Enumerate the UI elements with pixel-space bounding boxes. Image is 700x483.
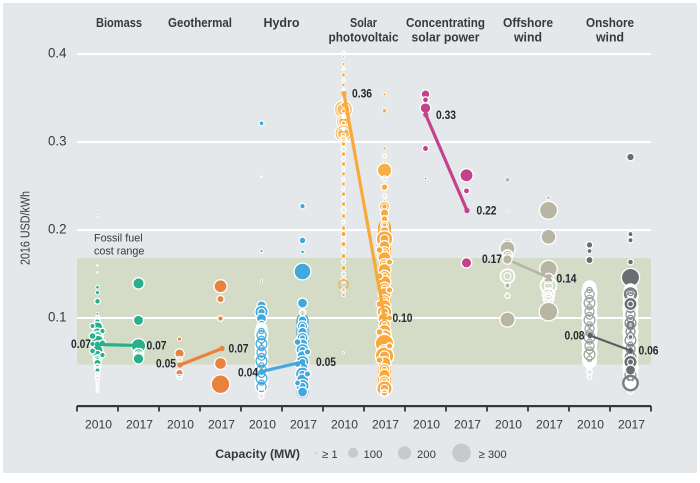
svg-text:2010: 2010 — [167, 418, 194, 432]
svg-text:0.1: 0.1 — [48, 310, 67, 325]
svg-text:0.06: 0.06 — [639, 346, 659, 358]
svg-text:2010: 2010 — [249, 418, 276, 432]
svg-text:0.3: 0.3 — [48, 134, 67, 149]
svg-text:Geothermal: Geothermal — [168, 15, 232, 30]
svg-text:2010: 2010 — [577, 418, 604, 432]
svg-text:Onshore: Onshore — [586, 15, 634, 30]
svg-text:0.17: 0.17 — [482, 254, 502, 266]
svg-text:100: 100 — [364, 449, 383, 461]
svg-text:Capacity (MW): Capacity (MW) — [215, 447, 300, 461]
svg-text:2010: 2010 — [413, 418, 440, 432]
svg-text:2017: 2017 — [208, 418, 235, 432]
svg-text:Biomass: Biomass — [96, 15, 142, 30]
svg-text:2017: 2017 — [126, 418, 153, 432]
svg-text:200: 200 — [417, 449, 436, 461]
svg-text:2010: 2010 — [331, 418, 358, 432]
svg-text:2010: 2010 — [495, 418, 522, 432]
svg-text:0.04: 0.04 — [238, 368, 259, 380]
svg-text:≥ 300: ≥ 300 — [479, 449, 507, 461]
svg-text:0.33: 0.33 — [436, 110, 456, 122]
svg-text:0.4: 0.4 — [48, 46, 67, 61]
svg-text:2017: 2017 — [290, 418, 317, 432]
svg-text:2017: 2017 — [372, 418, 399, 432]
svg-text:Hydro: Hydro — [264, 15, 300, 30]
svg-text:cost range: cost range — [94, 246, 144, 258]
svg-text:0.2: 0.2 — [48, 222, 67, 237]
svg-text:0.08: 0.08 — [565, 331, 586, 343]
svg-text:0.36: 0.36 — [352, 89, 372, 101]
svg-text:solar power: solar power — [412, 30, 480, 45]
svg-text:0.07: 0.07 — [229, 344, 249, 356]
svg-text:wind: wind — [513, 30, 542, 45]
svg-text:2010: 2010 — [85, 418, 112, 432]
svg-text:0.07: 0.07 — [147, 341, 167, 353]
svg-text:0.05: 0.05 — [156, 359, 177, 371]
svg-text:2017: 2017 — [618, 418, 645, 432]
svg-text:0.14: 0.14 — [557, 274, 578, 286]
svg-text:photovoltaic: photovoltaic — [329, 30, 399, 45]
svg-text:Solar: Solar — [350, 15, 377, 30]
svg-text:0.07: 0.07 — [71, 339, 91, 351]
svg-text:≥ 1: ≥ 1 — [322, 449, 338, 461]
svg-text:2017: 2017 — [536, 418, 563, 432]
svg-text:wind: wind — [595, 30, 624, 45]
svg-text:Concentrating: Concentrating — [406, 15, 485, 30]
svg-text:2016 USD/kWh: 2016 USD/kWh — [19, 191, 33, 265]
svg-text:2017: 2017 — [454, 418, 481, 432]
svg-text:0.05: 0.05 — [316, 357, 337, 369]
svg-text:0.22: 0.22 — [477, 206, 497, 218]
svg-text:Fossil fuel: Fossil fuel — [94, 233, 143, 245]
svg-text:Offshore: Offshore — [503, 15, 553, 30]
svg-text:0.10: 0.10 — [393, 313, 413, 325]
